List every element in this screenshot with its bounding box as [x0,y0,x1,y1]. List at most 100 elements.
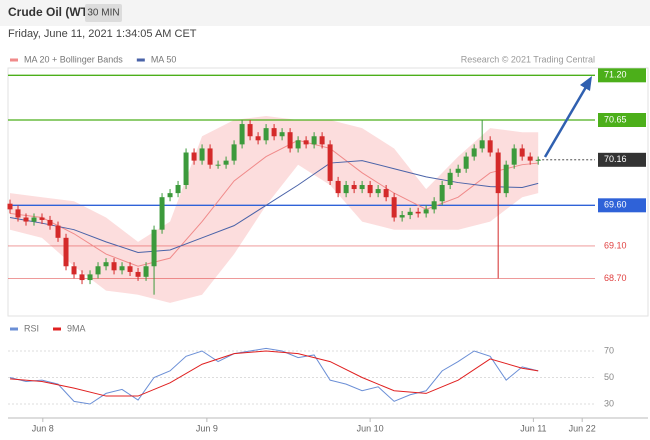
candle-body [287,132,293,149]
candle-body [487,140,493,153]
candle-body [143,266,149,277]
level-box [598,68,646,83]
candle-body [95,266,101,275]
plot: 71.20 70.65 70.16 69.60 69.10 68.70 MA 20 + Bo… [7,54,646,433]
ma20-line [9,139,539,267]
candle-body [479,140,485,149]
candle-body [119,266,125,271]
candle-body [391,197,397,218]
candle-body [415,211,421,214]
candle-body [111,262,117,271]
candle-body [335,180,341,194]
candle-body [159,197,165,230]
candle-body [439,185,445,202]
candle-body [63,237,69,267]
candle-body [279,132,285,137]
series-line [9,350,539,397]
candle-body [423,209,429,214]
level-label: 70.16 [604,154,627,164]
candle-body [495,152,501,194]
candle-body [7,203,13,210]
x-tick-label: Jun 8 [32,423,54,433]
candle-body [399,215,405,218]
candle-body [223,160,229,165]
candle-body [79,274,85,281]
ma50-line [9,160,539,253]
candle-body [463,156,469,169]
date: Friday, June 11, 2021 1:34:05 AM CET [8,28,197,40]
candle-body [271,128,277,137]
candle-body [511,148,517,165]
x-tick-label: Jun 11 [520,423,546,433]
candle-body [327,144,333,181]
y-tick-label: 50 [604,372,614,382]
candle-body [47,219,53,226]
level-box [598,113,646,127]
candle-body [519,148,525,157]
legend-label: RSI [24,323,39,333]
legend-label: MA 20 + Bollinger Bands [24,54,123,64]
credit: Research © 2021 Trading Central [461,54,595,64]
candle-body [375,189,381,194]
candle-body [151,229,157,267]
candle-body [319,136,325,145]
candle-body [455,168,461,173]
x-tick-label: Jun 10 [357,423,384,433]
legend-label: 9MA [67,323,86,333]
candle-body [207,148,213,165]
candle-body [23,217,29,222]
candle-body [39,217,45,220]
candle-body [167,193,173,198]
candle-body [191,152,197,161]
bollinger-band [10,115,539,303]
y-tick-label: 70 [604,345,614,355]
candle-body [215,164,221,166]
candle-body [239,124,245,145]
title: Crude Oil (WTI) [8,5,95,19]
candle-body [71,266,77,275]
y-tick-label: 30 [604,398,614,408]
candle-body [231,144,237,161]
forecast-arrow [543,86,588,158]
legend-label: MA 50 [151,54,177,64]
level-label: 69.10 [604,240,627,250]
interval-badge [85,4,122,22]
candle-body [359,185,365,190]
x-tick-label: Jun 9 [196,423,218,433]
candle-body [87,274,93,281]
candle-body [535,159,541,161]
candle-body [127,266,133,272]
candle-body [263,128,269,141]
arrow-head [580,76,592,91]
candle-body [527,156,533,161]
candle-body [183,152,189,185]
price-frame [7,67,649,317]
level-label: 71.20 [604,70,627,80]
candle-body [343,185,349,194]
candle-body [15,209,21,218]
candle-body [199,148,205,161]
candle-body [447,172,453,185]
level-label: 68.70 [604,273,627,283]
candle-body [471,148,477,157]
level-box [598,198,646,213]
candle-body [135,271,141,277]
candle-body [311,136,317,145]
candle-body [351,185,357,190]
candle-body [31,217,37,222]
level-label: 70.65 [604,114,627,124]
candle-body [175,185,181,194]
level-label: 69.60 [604,200,627,210]
candle-body [503,164,509,194]
candle-body [431,201,437,210]
candle-body [295,140,301,149]
candle-body [247,124,253,137]
candle-body [255,136,261,141]
series-line [9,347,539,405]
candle-body [55,225,61,238]
interval: 30 MIN [87,8,119,19]
candle-body [367,185,373,194]
level-box [598,152,646,167]
